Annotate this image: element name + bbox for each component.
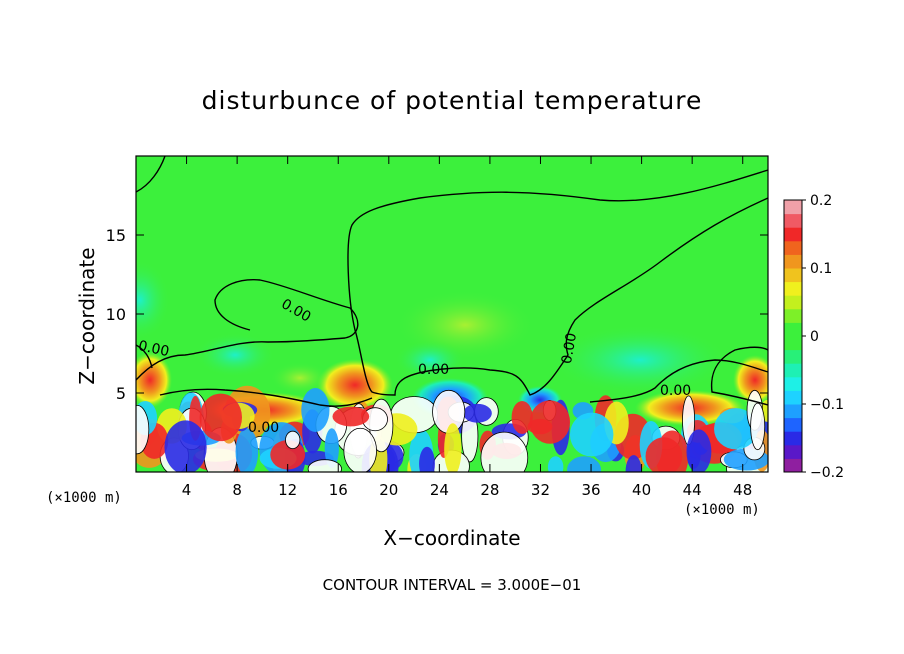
x-tick-label: 40	[632, 481, 651, 499]
x-axis-label: X−coordinate	[383, 526, 521, 550]
turbulent-cell	[324, 428, 339, 469]
y-axis-ticks: 5 10 15	[106, 226, 768, 403]
contour-label-group: 0.00 0.00 0.00 0.00 0.00 0.00	[137, 296, 691, 436]
boundary-layer-cells	[136, 385, 768, 472]
turbulent-cell	[547, 456, 564, 472]
turbulent-cell	[750, 402, 766, 451]
contour-label: 0.00	[418, 362, 449, 378]
contour-lines	[136, 156, 768, 407]
y-tick-label: 15	[106, 226, 126, 245]
x-axis-ticks: 4 8 12 16 20 24 28 32 36 40 44 48	[182, 156, 752, 499]
turbulent-cell	[332, 406, 370, 427]
colorbar-label: 0.1	[810, 261, 832, 277]
turbulent-cell	[307, 459, 342, 472]
warm-anomaly-right-edge	[733, 355, 768, 405]
x-tick-label: 16	[329, 481, 348, 499]
colorbar-swatch	[784, 240, 802, 255]
colorbar-swatch	[784, 444, 802, 459]
turbulent-cell	[686, 429, 712, 472]
contour-left-lobe	[136, 278, 359, 381]
turbulent-cell	[567, 456, 602, 472]
colorbar-swatch	[784, 295, 802, 310]
contour-far-right	[710, 346, 768, 406]
colorbar-swatch	[784, 254, 802, 269]
x-unit-left: (×1000 m)	[46, 490, 122, 506]
contour-label: 0.00	[559, 332, 580, 365]
turbulent-cell	[529, 400, 571, 444]
colorbar-swatch	[784, 404, 802, 419]
x-tick-label: 4	[182, 481, 192, 499]
colorbar-swatch	[784, 376, 802, 391]
turbulent-cell	[444, 423, 462, 472]
x-tick-label: 48	[733, 481, 752, 499]
turbulent-cell	[285, 430, 301, 450]
colorbar-label: −0.1	[810, 397, 844, 413]
contour-interval-note: CONTOUR INTERVAL = 3.000E−01	[322, 576, 582, 594]
contour-left-dome	[136, 344, 153, 369]
x-tick-label: 44	[683, 481, 702, 499]
colorbar-swatch	[784, 322, 802, 337]
colorbar-label: 0.2	[810, 193, 832, 209]
turbulent-cell	[569, 412, 614, 457]
contour-right-lobe	[589, 359, 768, 403]
y-tick-label: 10	[106, 305, 126, 324]
colorbar-swatch	[784, 363, 802, 378]
contour-label: 0.00	[660, 383, 691, 399]
contour-lower-left	[159, 388, 373, 407]
colorbar-swatch	[784, 268, 802, 283]
colorbar-swatch	[784, 227, 802, 242]
chart-title: disturbunce of potential temperature	[201, 86, 703, 115]
colorbar-swatch	[784, 336, 802, 351]
turbulent-cell	[164, 420, 207, 472]
colorbar-swatch	[784, 308, 802, 323]
colorbar-swatch	[784, 213, 802, 228]
colorbar-swatch	[784, 200, 802, 215]
turbulent-cell	[645, 437, 683, 472]
y-axis-label: Z−coordinate	[75, 247, 99, 385]
turbulent-cell	[625, 455, 642, 472]
turbulent-cell	[136, 404, 150, 455]
contour-label: 0.00	[137, 338, 171, 360]
cool-anomaly-left	[136, 260, 170, 340]
turbulent-cell	[480, 431, 529, 472]
cool-anomaly-mid	[195, 333, 275, 377]
turbulent-cell	[235, 428, 259, 472]
turbulent-cell	[199, 393, 243, 442]
contour-top-left	[136, 156, 166, 193]
colorbar-swatch	[784, 390, 802, 405]
x-tick-label: 32	[531, 481, 550, 499]
turbulent-cell	[714, 408, 758, 450]
field-area	[136, 156, 768, 472]
x-tick-label: 12	[278, 481, 297, 499]
turbulent-cell	[343, 427, 377, 472]
turbulent-cell	[511, 400, 533, 434]
cool-anomaly-center	[395, 340, 465, 380]
warm-anomaly-12km	[270, 362, 330, 394]
contour-upper-zero	[347, 169, 768, 396]
x-tick-label: 8	[232, 481, 242, 499]
colorbar-swatch	[784, 349, 802, 364]
warm-anomaly-16km	[317, 359, 393, 411]
x-tick-label: 28	[480, 481, 499, 499]
x-tick-label: 20	[379, 481, 398, 499]
turbulent-cell	[419, 446, 435, 472]
y-tick-label: 5	[116, 384, 126, 403]
cool-anomaly-right	[550, 325, 730, 395]
colorbar-label: 0	[810, 329, 819, 345]
colorbar-swatch	[784, 458, 802, 473]
turbulent-cell	[301, 388, 330, 432]
colorbar-swatch	[784, 431, 802, 446]
x-unit-right: (×1000 m)	[684, 502, 760, 518]
contour-label: 0.00	[248, 420, 279, 436]
colorbar-label: −0.2	[810, 465, 844, 481]
colorbar-swatch	[784, 417, 802, 432]
x-tick-label: 24	[430, 481, 449, 499]
x-tick-label: 36	[581, 481, 600, 499]
colorbar-swatch	[784, 281, 802, 296]
turbulent-cell	[463, 403, 492, 423]
colorbar: 0.2 0.1 0 −0.1 −0.2	[783, 193, 844, 481]
